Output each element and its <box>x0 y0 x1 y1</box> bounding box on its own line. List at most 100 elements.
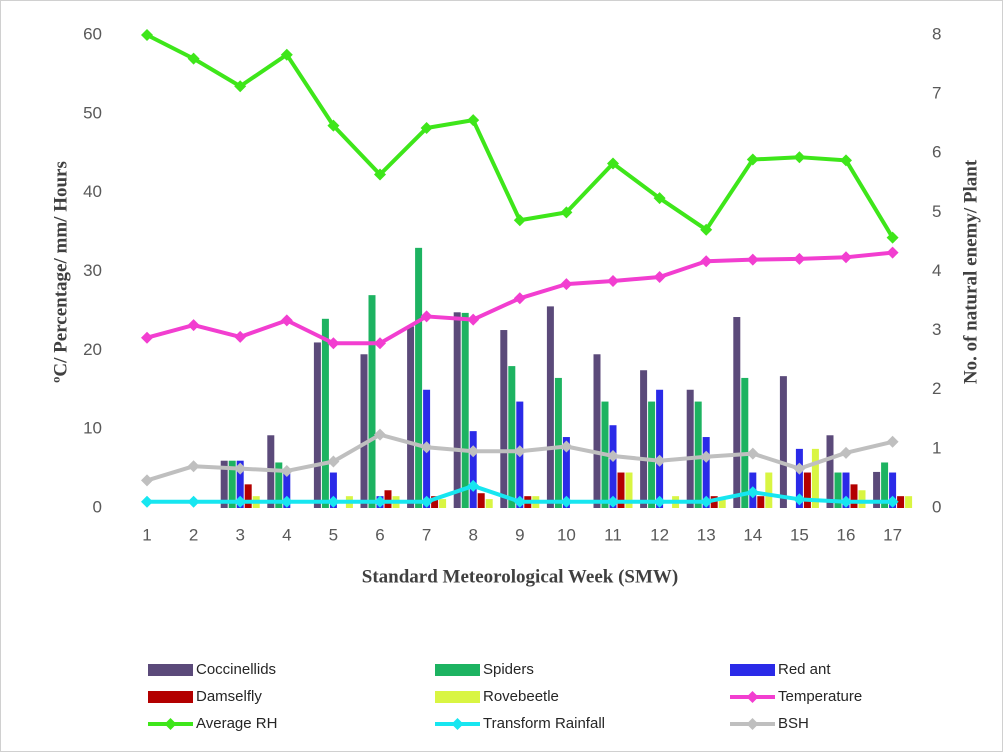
bar <box>858 490 866 508</box>
bar <box>313 342 321 508</box>
line-marker <box>374 168 386 181</box>
line-marker <box>467 445 480 458</box>
bar <box>757 496 765 508</box>
y2-tick-label: 4 <box>932 261 941 280</box>
legend-swatch <box>148 664 193 676</box>
legend-label: Red ant <box>778 661 831 678</box>
x-tick-label: 8 <box>468 525 477 544</box>
legend-label: Coccinellids <box>196 661 276 678</box>
legend-swatch <box>435 664 480 676</box>
y2-tick-label: 7 <box>932 84 941 103</box>
bar <box>321 318 329 508</box>
line-marker <box>141 331 153 344</box>
x-tick-label: 6 <box>375 525 384 544</box>
x-tick-label: 3 <box>235 525 244 544</box>
bar <box>228 460 236 508</box>
bar <box>686 389 694 508</box>
bar <box>407 326 415 508</box>
line-marker <box>280 314 293 327</box>
bar <box>779 376 787 508</box>
line-marker <box>607 274 619 287</box>
line-marker <box>653 454 666 467</box>
y2-tick-label: 1 <box>932 438 941 457</box>
x-tick-label: 4 <box>282 525 291 544</box>
bar <box>469 431 477 508</box>
bar <box>881 462 889 508</box>
legend-label: Transform Rainfall <box>483 715 605 732</box>
line-marker <box>653 495 666 508</box>
line-marker <box>327 337 340 350</box>
bar <box>803 472 811 508</box>
bar <box>702 437 710 508</box>
bar <box>640 370 648 508</box>
line-marker <box>234 462 247 475</box>
legend-label: Temperature <box>778 688 862 705</box>
bar <box>236 460 244 508</box>
bar <box>897 496 905 508</box>
line-marker <box>467 313 480 326</box>
legend-swatch <box>730 664 775 676</box>
line-marker <box>374 495 386 508</box>
bar <box>625 472 633 508</box>
line-marker <box>886 231 899 244</box>
bar <box>368 295 376 508</box>
line-marker <box>467 114 480 127</box>
legend-swatch <box>148 691 193 703</box>
line-marker <box>234 330 247 343</box>
line-marker <box>280 48 293 61</box>
line-marker <box>886 495 899 508</box>
line-marker <box>141 474 153 487</box>
bar <box>244 484 252 508</box>
line-marker <box>420 122 433 135</box>
bar <box>439 499 447 508</box>
line-marker <box>467 479 480 492</box>
y-tick-label: 20 <box>83 340 102 359</box>
y-tick-label: 10 <box>83 419 102 438</box>
bar <box>733 317 741 508</box>
bar <box>283 472 291 508</box>
line-marker <box>420 441 433 454</box>
line-marker <box>840 154 852 167</box>
y2-tick-label: 6 <box>932 143 941 162</box>
line-marker <box>746 253 759 266</box>
y-tick-label: 50 <box>83 103 102 122</box>
line-marker <box>840 446 852 459</box>
line-marker <box>840 251 852 264</box>
legend-label: Rovebeetle <box>483 688 559 705</box>
x-tick-label: 9 <box>515 525 524 544</box>
line-marker <box>607 449 619 462</box>
line-marker <box>560 440 573 453</box>
x-tick-label: 2 <box>189 525 198 544</box>
line-marker <box>513 445 526 458</box>
line-marker <box>374 428 386 441</box>
bar <box>617 472 625 508</box>
bar <box>562 437 570 508</box>
bar <box>431 496 439 508</box>
line-marker <box>700 255 713 268</box>
line-marker <box>653 192 666 205</box>
bar <box>842 472 850 508</box>
x-tick-label: 14 <box>743 525 762 544</box>
y-tick-label: 60 <box>83 24 102 43</box>
y2-tick-label: 0 <box>932 497 941 516</box>
bar <box>873 471 881 508</box>
x-tick-label: 12 <box>650 525 669 544</box>
x-tick-label: 13 <box>697 525 716 544</box>
bar <box>905 496 913 508</box>
bar <box>741 377 749 508</box>
line-marker <box>420 495 433 508</box>
line-marker <box>513 214 526 227</box>
line-marker <box>746 447 759 460</box>
line-marker <box>187 319 200 332</box>
line-marker <box>793 252 806 265</box>
line-marker <box>187 460 200 473</box>
bar <box>765 472 773 508</box>
y-tick-label: 40 <box>83 182 102 201</box>
bar <box>546 306 554 508</box>
legend-label: Spiders <box>483 661 534 678</box>
x-tick-label: 17 <box>883 525 902 544</box>
line-marker <box>513 495 526 508</box>
line-marker <box>746 486 759 499</box>
line-marker <box>840 495 852 508</box>
line-marker <box>141 29 153 41</box>
